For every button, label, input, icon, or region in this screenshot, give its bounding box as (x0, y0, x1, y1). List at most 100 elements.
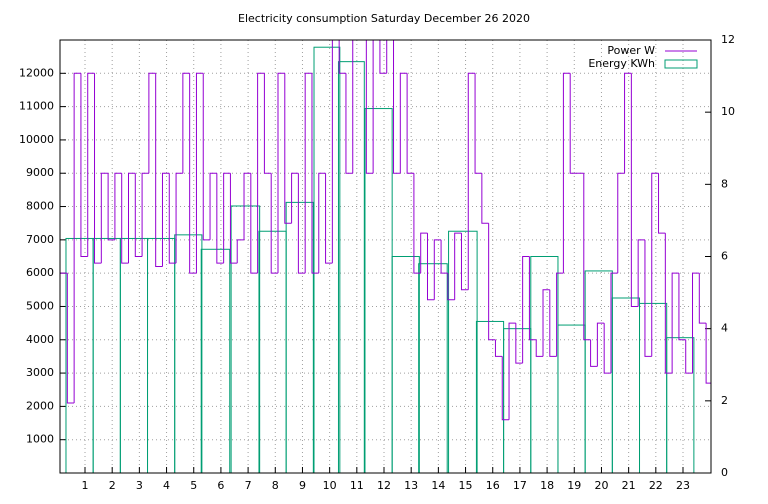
y2-tick-label: 0 (721, 466, 728, 479)
y-tick-label: 11000 (19, 100, 54, 113)
power-step (114, 172, 122, 240)
power-step (155, 73, 163, 267)
power-step (345, 73, 353, 174)
power-step (182, 72, 190, 174)
power-step (678, 273, 686, 341)
power-step (671, 272, 679, 374)
power-step (637, 239, 645, 307)
x-tick-label: 12 (377, 479, 391, 492)
power-step (651, 172, 659, 357)
power-step (311, 73, 319, 274)
energy-box (174, 234, 203, 473)
power-step (447, 273, 455, 301)
power-step (73, 72, 81, 404)
energy-box (639, 302, 668, 473)
power-step (277, 72, 285, 274)
x-tick-label: 14 (431, 479, 445, 492)
energy-box (258, 230, 287, 473)
power-step (590, 339, 598, 367)
power-step (603, 323, 611, 374)
x-tick-label: 23 (676, 479, 690, 492)
y-tick-label: 2000 (26, 399, 54, 412)
energy-box (147, 237, 176, 473)
power-step (406, 73, 414, 174)
power-step (175, 172, 183, 264)
power-step (379, 40, 387, 74)
legend-label: Energy KWh (588, 57, 655, 70)
power-step (399, 72, 408, 174)
power-step (127, 172, 136, 264)
power-step (318, 172, 326, 274)
x-tick-label: 1 (82, 479, 89, 492)
energy-box (313, 46, 341, 473)
power-step (454, 232, 462, 300)
x-tick-label: 4 (163, 479, 170, 492)
power-step (372, 40, 380, 174)
power-step (87, 72, 95, 257)
x-tick-label: 9 (299, 479, 306, 492)
y2-tick-label: 8 (721, 177, 728, 190)
power-step (426, 233, 435, 301)
power-step (270, 173, 278, 274)
x-tick-label: 19 (567, 479, 581, 492)
power-step (644, 239, 652, 357)
power-step (386, 40, 394, 74)
power-step (325, 173, 333, 264)
power-step (223, 172, 231, 264)
x-tick-label: 5 (190, 479, 197, 492)
chart-title: Electricity consumption Saturday Decembe… (238, 12, 530, 25)
power-step (148, 72, 156, 174)
power-step (141, 172, 149, 257)
energy-box (611, 297, 641, 473)
power-step (583, 173, 591, 341)
power-step (542, 289, 550, 357)
energy-box (364, 108, 393, 473)
y-tick-label: 7000 (26, 233, 54, 246)
power-step (664, 233, 673, 374)
x-tick-label: 21 (622, 479, 636, 492)
energy-box (285, 201, 314, 473)
y-tick-label: 6000 (26, 266, 54, 279)
power-step (107, 173, 115, 241)
energy-box (337, 61, 365, 473)
power-step (257, 72, 265, 274)
power-step (168, 173, 177, 264)
power-step (549, 289, 557, 357)
plot-frame (59, 39, 712, 474)
y-tick-label: 12000 (19, 66, 54, 79)
x-tick-label: 15 (459, 479, 473, 492)
power-step (610, 272, 618, 374)
power-step (216, 173, 224, 264)
power-step (474, 73, 482, 174)
y-tick-label: 5000 (26, 299, 54, 312)
power-step (522, 256, 530, 364)
power-step (331, 40, 340, 264)
energy-box (475, 320, 505, 473)
x-tick-label: 7 (245, 479, 252, 492)
power-step (596, 322, 605, 367)
energy-box (584, 270, 613, 473)
x-tick-label: 3 (136, 479, 143, 492)
power-step (304, 72, 312, 274)
x-tick-label: 17 (513, 479, 527, 492)
x-tick-label: 6 (217, 479, 224, 492)
power-step (685, 339, 693, 374)
power-step (338, 40, 346, 74)
power-step (624, 72, 632, 174)
power-step (481, 173, 489, 224)
power-step (562, 72, 571, 274)
x-tick-label: 13 (404, 479, 418, 492)
y-tick-label: 3000 (26, 366, 54, 379)
power-step (413, 173, 421, 274)
power-step (658, 173, 666, 234)
power-step (161, 172, 170, 267)
power-step (692, 272, 700, 374)
power-step (250, 173, 258, 274)
x-tick-label: 18 (540, 479, 554, 492)
x-tick-label: 10 (323, 479, 337, 492)
energy-box (448, 230, 478, 473)
power-step (393, 40, 401, 174)
y-tick-label: 1000 (26, 433, 54, 446)
power-step (556, 272, 564, 357)
